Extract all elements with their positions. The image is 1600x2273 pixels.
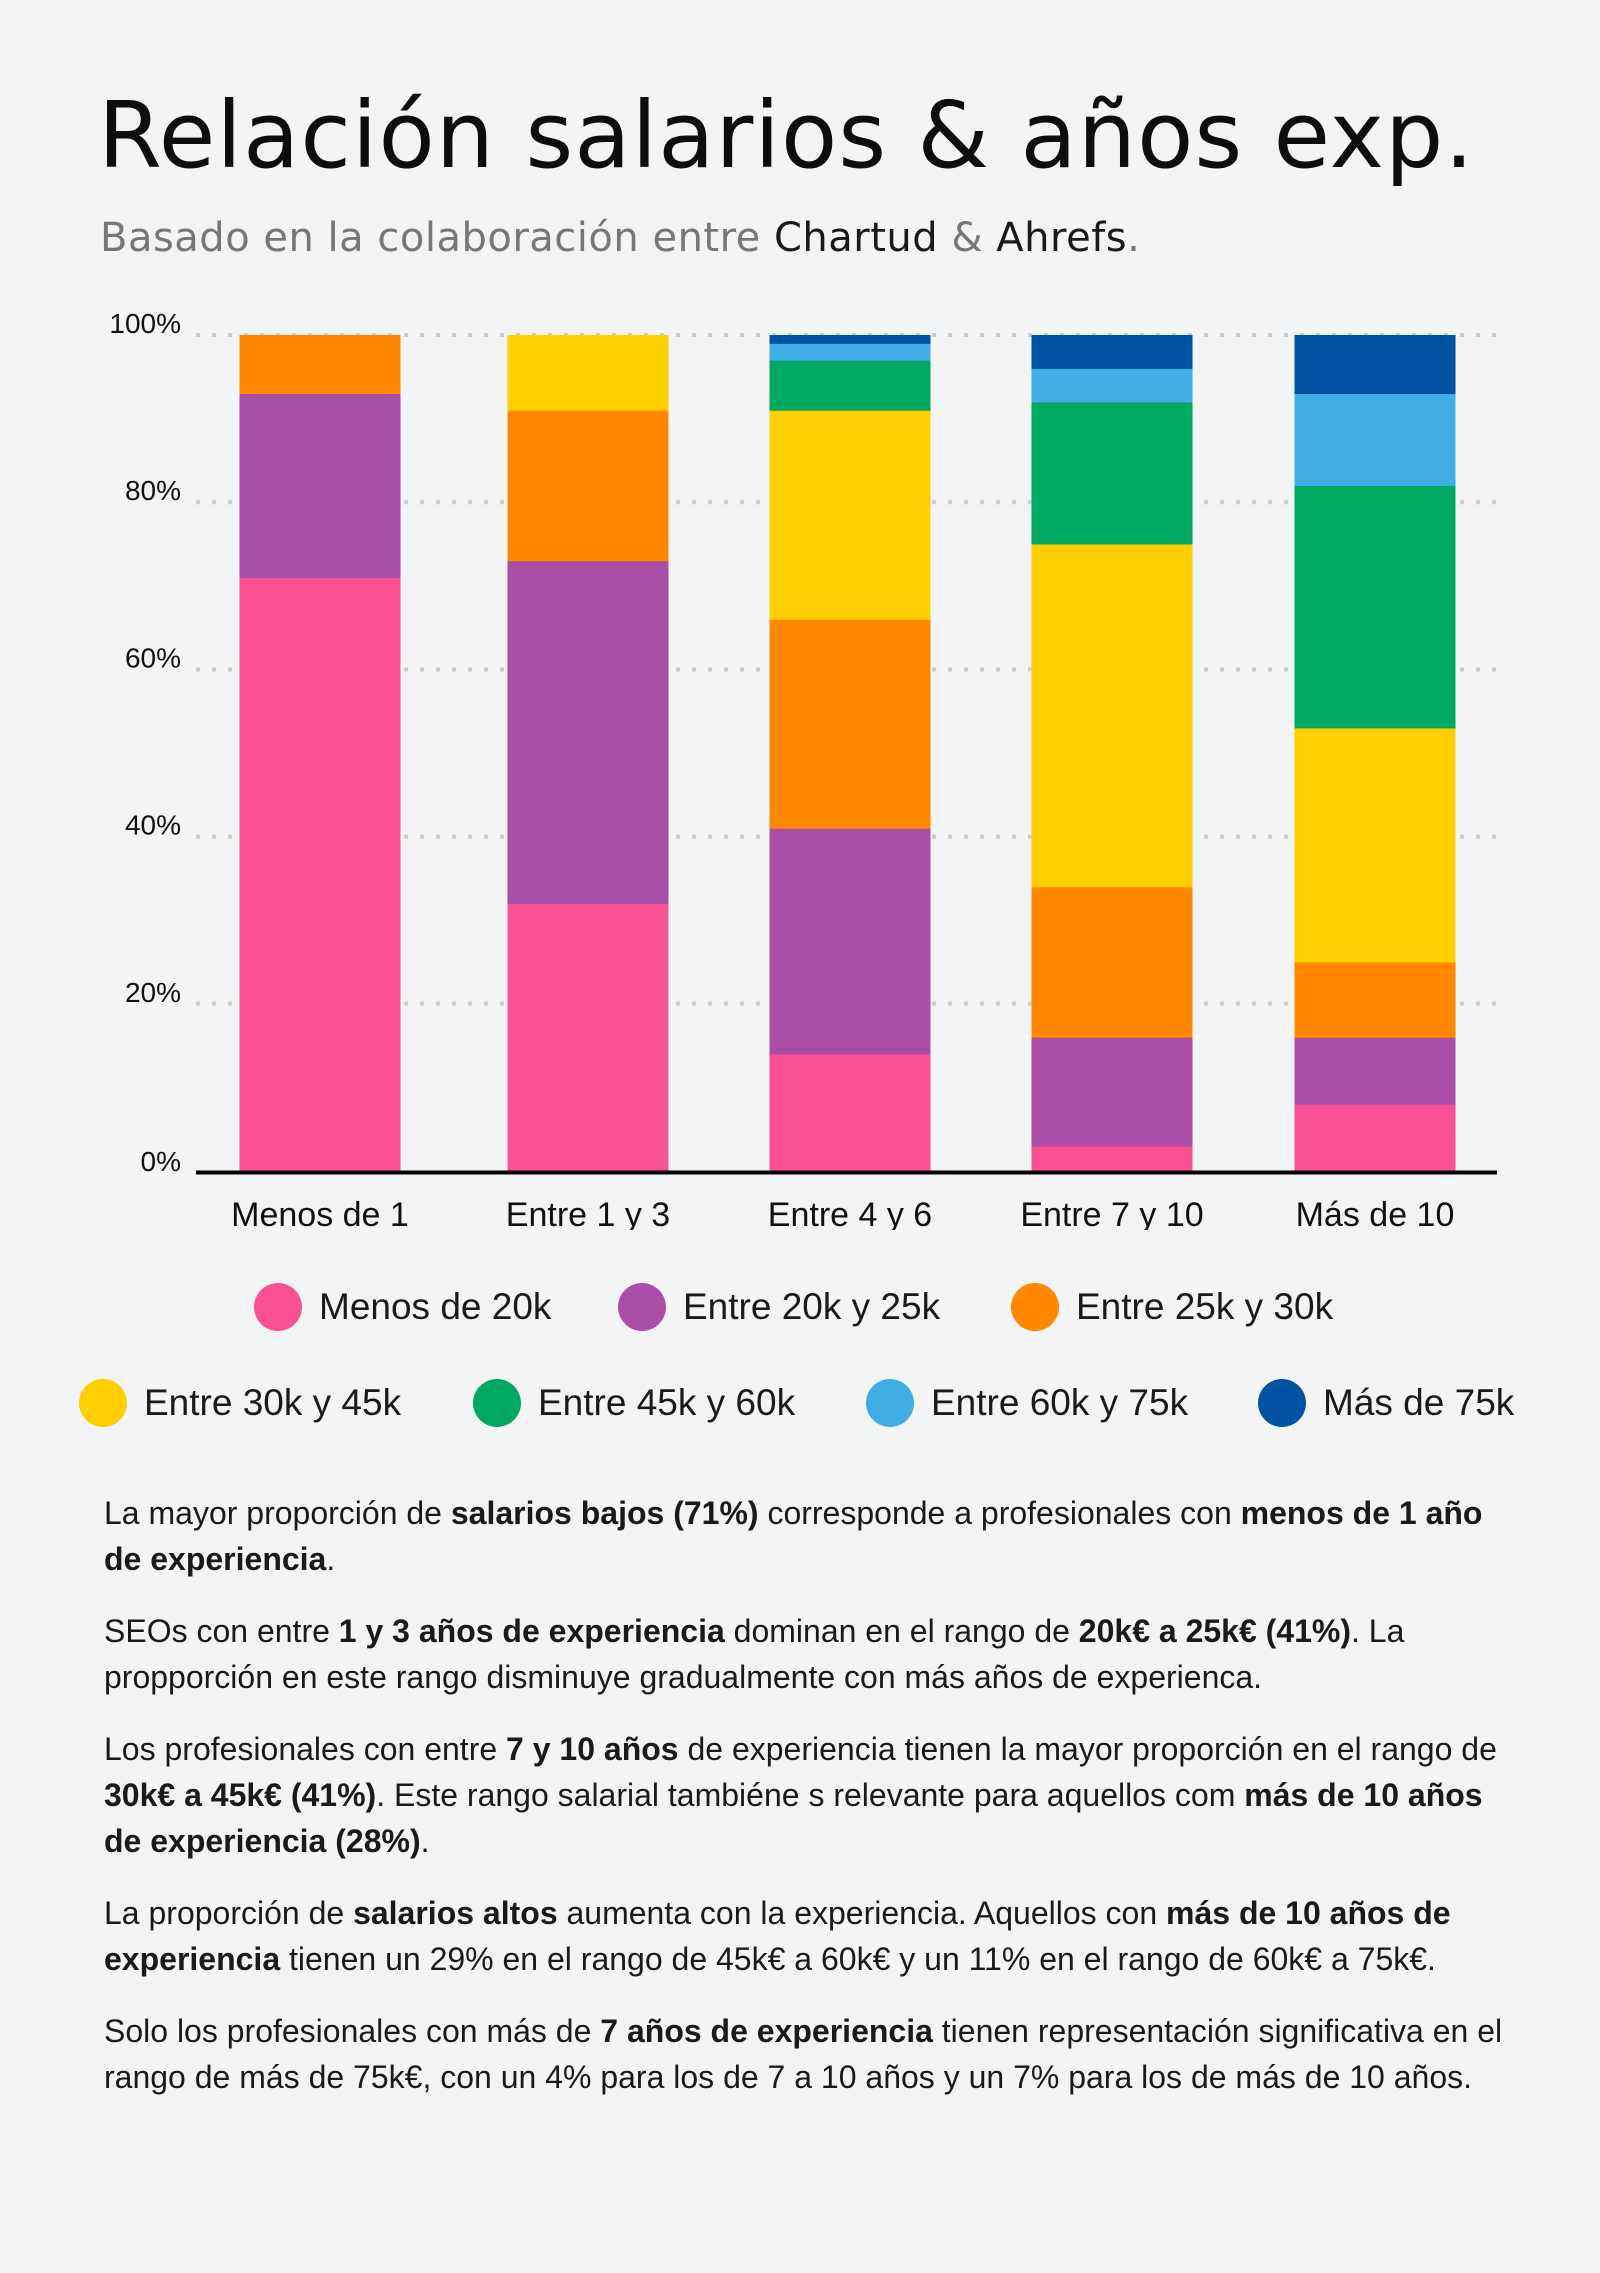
note-text: La mayor proporción de xyxy=(104,1495,451,1531)
y-tick-label: 80% xyxy=(125,475,181,506)
note-paragraph: Solo los profesionales con más de 7 años… xyxy=(104,2008,1524,2100)
bar-segment xyxy=(1294,335,1456,395)
note-highlight: más de 10 años de experiencia (28%) xyxy=(104,1777,1483,1859)
legend-swatch-icon xyxy=(866,1379,914,1427)
bar-segment xyxy=(769,343,931,361)
note-text: . La propporción en este rango disminuye… xyxy=(104,1613,1405,1695)
legend-label: Entre 30k y 45k xyxy=(144,1382,402,1423)
legend-item: Entre 20k y 25k xyxy=(618,1283,940,1331)
note-highlight: salarios altos xyxy=(353,1895,558,1931)
bar-segment xyxy=(1031,886,1193,1038)
x-tick-label: Más de 10 xyxy=(1296,1196,1455,1230)
bar-segment xyxy=(1294,727,1456,963)
bar-segment xyxy=(769,828,931,1055)
bar-segment xyxy=(1294,1037,1456,1105)
legend-item: Entre 25k y 30k xyxy=(1011,1283,1333,1331)
x-tick-label: Menos de 1 xyxy=(231,1196,409,1230)
brand-chartud: Chartud xyxy=(774,215,939,261)
legend-label: Más de 75k xyxy=(1323,1382,1515,1423)
note-text: . xyxy=(326,1541,336,1577)
note-text: tienen un 29% en el rango de 45k€ a 60k€… xyxy=(280,1941,1436,1977)
note-text: de experiencia tienen la mayor proporció… xyxy=(678,1731,1497,1767)
bar-segment xyxy=(769,410,931,620)
y-tick-label: 20% xyxy=(125,977,181,1008)
bar-segment xyxy=(1294,485,1456,729)
x-tick-label: Entre 4 y 6 xyxy=(768,1196,932,1230)
bar-segment xyxy=(1031,1037,1193,1147)
legend-swatch-icon xyxy=(1258,1379,1306,1427)
bar-segment xyxy=(1031,1145,1193,1172)
legend-swatch-icon xyxy=(254,1283,302,1331)
legend-label: Entre 25k y 30k xyxy=(1076,1286,1334,1327)
bar-segment xyxy=(1294,393,1456,486)
note-highlight: 30k€ a 45k€ (41%) xyxy=(104,1777,377,1813)
legend-item: Entre 45k y 60k xyxy=(473,1379,795,1427)
y-tick-label: 60% xyxy=(125,642,181,673)
note-text: tienen representación significativa en e… xyxy=(104,2013,1503,2095)
bar-segment xyxy=(769,335,931,344)
legend-swatch-icon xyxy=(618,1283,666,1331)
legend-swatch-icon xyxy=(473,1379,521,1427)
bar-segment xyxy=(507,335,669,411)
subtitle-period: . xyxy=(1127,215,1141,261)
bar-segment xyxy=(239,393,401,578)
note-highlight: 1 y 3 años de experiencia xyxy=(338,1613,725,1649)
bar-segment xyxy=(507,903,669,1172)
note-highlight: más de 10 años de experiencia xyxy=(104,1895,1451,1977)
legend-label: Entre 60k y 75k xyxy=(931,1382,1189,1423)
legend-item: Entre 30k y 45k xyxy=(79,1379,401,1427)
bar-segment xyxy=(239,335,401,395)
subtitle-amp: & xyxy=(938,215,997,261)
x-tick-label: Entre 7 y 10 xyxy=(1020,1196,1203,1230)
bar-segment xyxy=(1031,544,1193,888)
note-text: corresponde a profesionales con xyxy=(758,1495,1241,1531)
bar-segment xyxy=(1294,1104,1456,1172)
note-paragraph: Los profesionales con entre 7 y 10 años … xyxy=(104,1726,1524,1864)
note-text: Solo los profesionales con más de xyxy=(104,2013,601,2049)
note-text: . Este rango salarial tambiéne s relevan… xyxy=(376,1777,1245,1813)
legend-swatch-icon xyxy=(1011,1283,1059,1331)
note-paragraph: La proporción de salarios altos aumenta … xyxy=(104,1890,1524,1982)
legend-item: Entre 60k y 75k xyxy=(866,1379,1188,1427)
note-highlight: 7 y 10 años xyxy=(506,1731,679,1767)
bar-segment xyxy=(769,360,931,411)
note-text: . xyxy=(420,1823,430,1859)
y-tick-label: 40% xyxy=(125,810,181,841)
bar-segment xyxy=(507,560,669,904)
note-text: SEOs con entre xyxy=(104,1613,339,1649)
note-text: dominan en el rango de xyxy=(724,1613,1079,1649)
legend-label: Entre 20k y 25k xyxy=(683,1286,941,1327)
legend-item: Más de 75k xyxy=(1258,1379,1514,1427)
x-tick-label: Entre 1 y 3 xyxy=(506,1196,670,1230)
subtitle: Basado en la colaboración entre Chartud … xyxy=(100,215,1140,261)
bar-segment xyxy=(1031,335,1193,369)
bar-segment xyxy=(507,410,669,562)
y-tick-label: 100% xyxy=(109,308,181,339)
y-tick-label: 0% xyxy=(141,1146,181,1177)
legend-swatch-icon xyxy=(79,1379,127,1427)
note-highlight: menos de 1 año de experiencia xyxy=(104,1495,1483,1577)
page-title: Relación salarios & años exp. xyxy=(98,82,1475,189)
bar-segment xyxy=(239,577,401,1172)
bar-segment xyxy=(1031,368,1193,403)
subtitle-prefix: Basado en la colaboración entre xyxy=(100,215,774,261)
bar-segment xyxy=(1031,401,1193,545)
note-paragraph: La mayor proporción de salarios bajos (7… xyxy=(104,1490,1524,1582)
notes: La mayor proporción de salarios bajos (7… xyxy=(104,1490,1524,2126)
note-highlight: salarios bajos (71%) xyxy=(450,1495,759,1531)
legend-item: Menos de 20k xyxy=(254,1283,551,1331)
bar-segment xyxy=(769,619,931,829)
note-highlight: 20k€ a 25k€ (41%) xyxy=(1078,1613,1351,1649)
note-paragraph: SEOs con entre 1 y 3 años de experiencia… xyxy=(104,1608,1524,1700)
bar-segment xyxy=(1294,962,1456,1038)
note-text: Los profesionales con entre xyxy=(104,1731,507,1767)
stacked-bar-chart: 0% 20% 40% 60% 80% 100% Menos de 1 Entre 1 y 3 E… xyxy=(109,308,1497,1230)
brand-ahrefs: Ahrefs xyxy=(996,215,1128,261)
note-text: aumenta con la experiencia. Aquellos con xyxy=(557,1895,1166,1931)
bar-segment xyxy=(769,1053,931,1172)
legend-label: Menos de 20k xyxy=(319,1286,552,1327)
note-text: La proporción de xyxy=(104,1895,354,1931)
legend-label: Entre 45k y 60k xyxy=(538,1382,796,1423)
note-highlight: 7 años de experiencia xyxy=(600,2013,933,2049)
